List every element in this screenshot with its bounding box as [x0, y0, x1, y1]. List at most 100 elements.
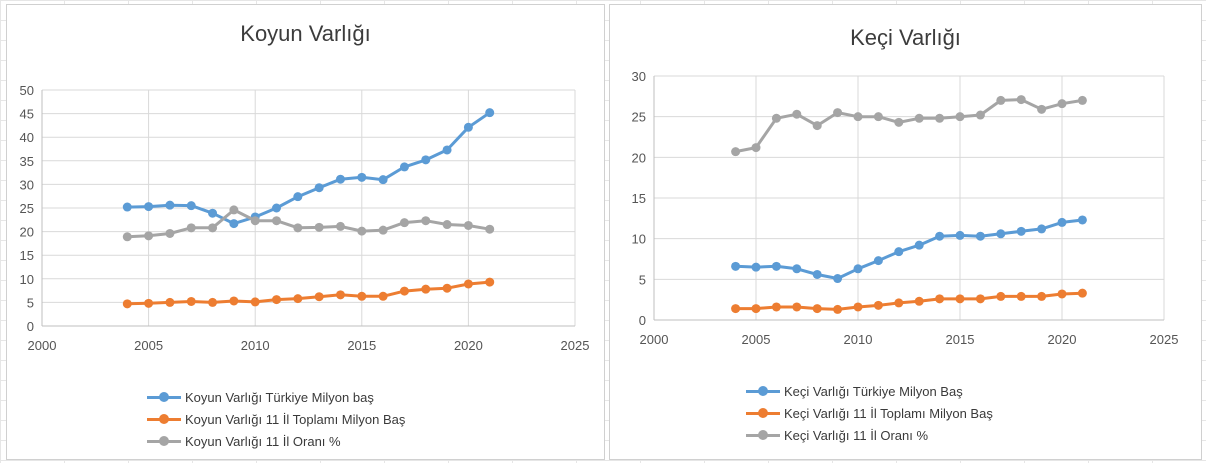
- data-point: [996, 95, 1006, 105]
- data-point: [335, 221, 345, 231]
- chart-title: Koyun Varlığı: [240, 21, 371, 46]
- data-point: [421, 284, 431, 294]
- data-point: [833, 304, 843, 314]
- data-point: [229, 296, 239, 306]
- data-point: [250, 297, 260, 307]
- data-point: [293, 294, 303, 304]
- data-point: [335, 174, 345, 184]
- y-tick-label: 25: [20, 201, 34, 216]
- data-point: [853, 264, 863, 274]
- data-point: [894, 298, 904, 308]
- x-tick-label: 2005: [742, 332, 771, 347]
- y-tick-label: 15: [632, 191, 646, 206]
- data-point: [314, 292, 324, 302]
- data-point: [914, 240, 924, 250]
- data-point: [792, 109, 802, 119]
- series-2: [122, 277, 495, 309]
- x-tick-label: 2015: [946, 332, 975, 347]
- legend-entry: Koyun Varlığı 11 İl Oranı %: [147, 430, 405, 452]
- data-point: [357, 226, 367, 236]
- legend-swatch: [147, 413, 181, 425]
- data-point: [771, 302, 781, 312]
- data-point: [1037, 291, 1047, 301]
- chart-legend: Koyun Varlığı Türkiye Milyon baş Koyun Va…: [147, 386, 405, 452]
- y-tick-label: 35: [20, 154, 34, 169]
- data-point: [442, 220, 452, 230]
- data-point: [792, 264, 802, 274]
- data-point: [357, 172, 367, 182]
- data-point: [812, 304, 822, 314]
- y-tick-label: 40: [20, 130, 34, 145]
- series-line: [127, 280, 490, 306]
- y-tick-label: 25: [632, 110, 646, 125]
- y-tick-label: 45: [20, 107, 34, 122]
- data-point: [272, 203, 282, 213]
- data-point: [122, 299, 132, 309]
- y-tick-label: 0: [27, 319, 34, 334]
- data-point: [853, 302, 863, 312]
- x-tick-label: 2000: [640, 332, 669, 347]
- data-point: [873, 112, 883, 122]
- data-point: [751, 262, 761, 272]
- data-point: [144, 298, 154, 308]
- data-point: [186, 296, 196, 306]
- data-point: [293, 192, 303, 202]
- legend-label: Keçi Varlığı Türkiye Milyon Baş: [784, 383, 963, 399]
- y-tick-label: 15: [20, 248, 34, 263]
- chart-koyun-varligi[interactable]: Koyun Varlığı 0 5 10 15 20 25 30 35 40 45 50 2000 20…: [6, 4, 605, 460]
- y-tick-label: 20: [20, 225, 34, 240]
- data-point: [751, 304, 761, 314]
- legend-swatch: [147, 435, 181, 447]
- data-point: [955, 294, 965, 304]
- data-point: [833, 108, 843, 118]
- data-point: [975, 294, 985, 304]
- series-3: [731, 95, 1087, 157]
- chart-keci-varligi[interactable]: Keçi Varlığı 0 5 10 15 20 25 30 2000 2005 2010 201…: [609, 4, 1202, 460]
- data-point: [208, 223, 218, 233]
- data-point: [229, 205, 239, 215]
- data-point: [996, 229, 1006, 239]
- data-point: [399, 286, 409, 296]
- data-point: [873, 256, 883, 266]
- data-point: [751, 143, 761, 153]
- x-tick-label: 2000: [28, 338, 57, 353]
- legend-label: Koyun Varlığı 11 İl Oranı %: [185, 433, 341, 449]
- data-point: [463, 122, 473, 132]
- data-point: [335, 290, 345, 300]
- series-3: [122, 205, 495, 242]
- data-point: [272, 216, 282, 226]
- y-tick-label: 30: [632, 69, 646, 84]
- legend-label: Koyun Varlığı Türkiye Milyon baş: [185, 389, 374, 405]
- data-point: [1077, 288, 1087, 298]
- data-point: [208, 208, 218, 218]
- legend-entry: Keçi Varlığı 11 İl Oranı %: [746, 424, 993, 446]
- data-point: [873, 300, 883, 310]
- legend-entry: Koyun Varlığı 11 İl Toplamı Milyon Baş: [147, 408, 405, 430]
- data-point: [771, 261, 781, 271]
- data-point: [208, 297, 218, 307]
- data-point: [165, 200, 175, 210]
- legend-swatch: [746, 429, 780, 441]
- data-point: [399, 218, 409, 228]
- data-point: [853, 112, 863, 122]
- data-point: [935, 113, 945, 123]
- data-point: [771, 113, 781, 123]
- legend-label: Keçi Varlığı 11 İl Toplamı Milyon Baş: [784, 405, 993, 421]
- data-point: [485, 224, 495, 234]
- data-point: [463, 220, 473, 230]
- data-point: [1057, 289, 1067, 299]
- legend-swatch: [746, 407, 780, 419]
- x-tick-label: 2005: [134, 338, 163, 353]
- data-point: [1077, 95, 1087, 105]
- data-point: [914, 296, 924, 306]
- x-tick-label: 2010: [844, 332, 873, 347]
- legend-entry: Keçi Varlığı 11 İl Toplamı Milyon Baş: [746, 402, 993, 424]
- data-point: [186, 223, 196, 233]
- data-point: [833, 274, 843, 284]
- data-point: [421, 216, 431, 226]
- data-point: [122, 232, 132, 242]
- y-tick-label: 5: [27, 295, 34, 310]
- legend-entry: Keçi Varlığı Türkiye Milyon Baş: [746, 380, 993, 402]
